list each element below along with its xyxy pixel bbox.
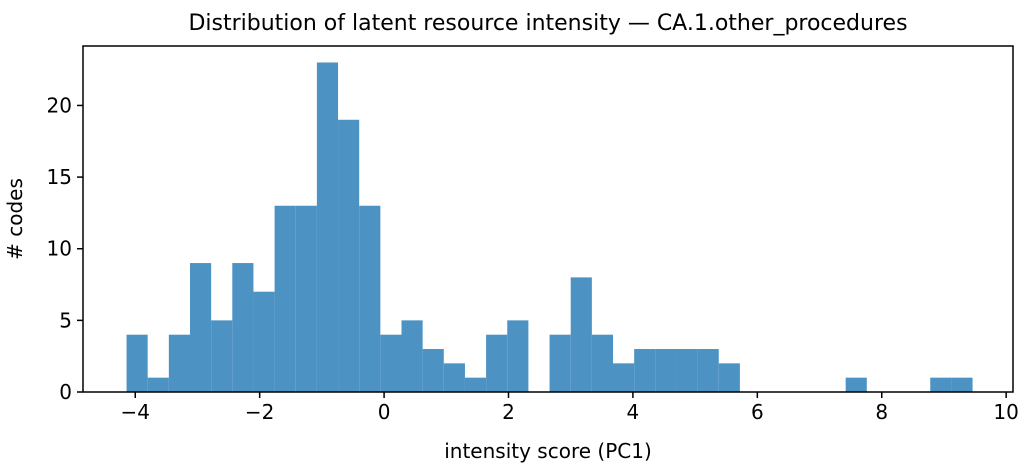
y-tick-label: 20 [47, 93, 72, 117]
hist-bar [211, 320, 233, 392]
hist-bar [380, 334, 402, 392]
hist-bar [443, 363, 465, 392]
hist-bar [338, 119, 360, 392]
plot-frame [82, 45, 1014, 393]
bars-group [126, 62, 973, 392]
hist-bar [613, 363, 635, 392]
hist-bar [951, 377, 973, 392]
x-tick-label: 2 [502, 400, 515, 424]
hist-bar [845, 377, 867, 392]
x-tick-label: 10 [993, 400, 1018, 424]
x-axis-label: intensity score (PC1) [444, 439, 652, 463]
hist-bar [126, 334, 148, 392]
hist-bar [359, 205, 381, 392]
hist-bar [930, 377, 952, 392]
x-tick-label: 4 [627, 400, 640, 424]
hist-bar [422, 349, 444, 392]
hist-bar [486, 334, 508, 392]
hist-bar [253, 291, 275, 392]
hist-bar [718, 363, 740, 392]
hist-bar [549, 334, 571, 392]
x-tick-label: −2 [245, 400, 274, 424]
x-tick-label: 8 [875, 400, 888, 424]
y-tick-label: 10 [47, 237, 72, 261]
hist-bar [316, 62, 339, 392]
hist-bar [655, 349, 677, 392]
x-tick-label: −4 [121, 400, 150, 424]
y-tick-label: 15 [47, 165, 72, 189]
hist-bar [147, 377, 169, 392]
y-tick-label: 5 [59, 308, 72, 332]
hist-bar [507, 320, 529, 392]
hist-bar [401, 320, 423, 392]
hist-bar [168, 334, 190, 392]
hist-bar [697, 349, 719, 392]
ticks-group: −4 −2 0 2 4 6 8 10 0 5 10 15 20 [47, 93, 1019, 424]
chart-title: Distribution of latent resource intensit… [188, 11, 907, 36]
hist-bar [634, 349, 656, 392]
hist-bar [591, 334, 614, 392]
hist-bar [464, 377, 487, 392]
hist-bar [295, 205, 317, 392]
x-tick-label: 0 [378, 400, 391, 424]
y-axis-label: # codes [3, 178, 27, 260]
hist-bar [274, 205, 296, 392]
x-tick-label: 6 [751, 400, 764, 424]
hist-bar [570, 277, 592, 392]
hist-bar [676, 349, 698, 392]
hist-bar [190, 263, 212, 392]
hist-bar [232, 263, 254, 392]
y-tick-label: 0 [59, 380, 72, 404]
